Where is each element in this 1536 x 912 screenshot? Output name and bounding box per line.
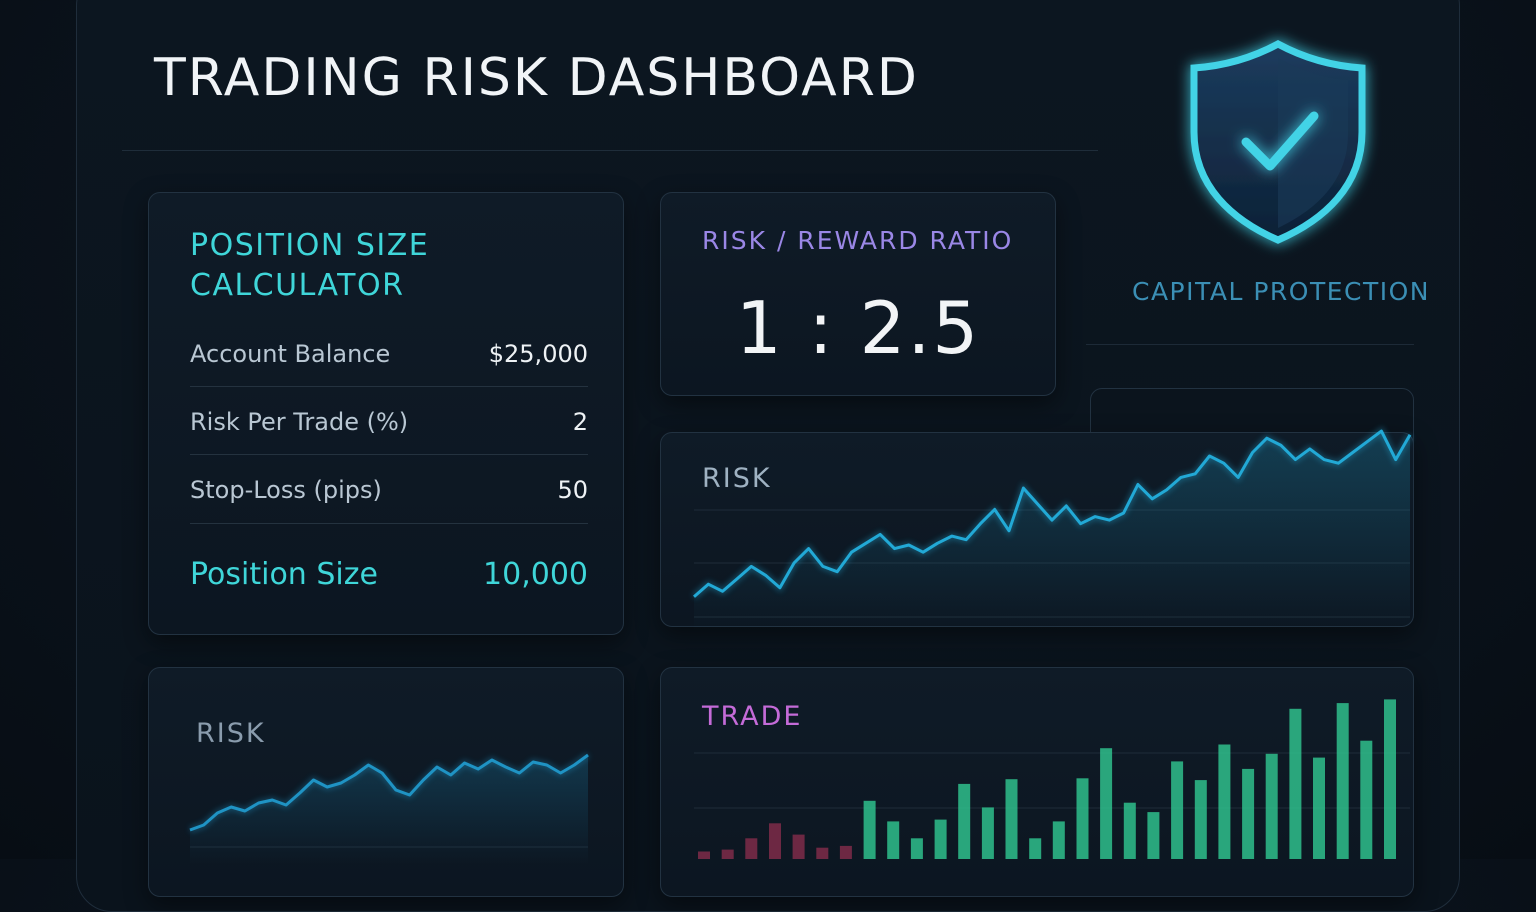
- trade-bar: [982, 807, 994, 859]
- trade-bar: [1337, 703, 1349, 859]
- trade-bar: [1218, 745, 1230, 860]
- trade-bar: [698, 852, 710, 860]
- trade-bar-chart: [0, 0, 1536, 859]
- trade-bar: [958, 784, 970, 859]
- trade-bar: [840, 846, 852, 859]
- trade-bar: [1171, 761, 1183, 859]
- trade-bar: [887, 821, 899, 859]
- trade-bar: [1006, 779, 1018, 859]
- trade-bar: [1266, 754, 1278, 859]
- trade-bar: [935, 820, 947, 859]
- trade-bar: [1053, 821, 1065, 859]
- trade-bar: [769, 823, 781, 859]
- trade-bar: [864, 801, 876, 859]
- trade-bar: [722, 850, 734, 859]
- trade-bar: [1195, 780, 1207, 859]
- trade-bar: [1360, 741, 1372, 859]
- trade-bar: [1077, 778, 1089, 859]
- trade-bar: [1124, 803, 1136, 859]
- trade-bar: [1384, 699, 1396, 859]
- trade-bar: [1100, 748, 1112, 859]
- trade-bar: [745, 838, 757, 859]
- trade-bar: [793, 835, 805, 859]
- trade-bar: [1313, 758, 1325, 859]
- trade-bar: [911, 838, 923, 859]
- trade-bar: [1289, 709, 1301, 859]
- trade-bar: [1029, 838, 1041, 859]
- trade-bar: [1242, 769, 1254, 859]
- trade-bar: [1147, 812, 1159, 859]
- trade-bar: [816, 848, 828, 859]
